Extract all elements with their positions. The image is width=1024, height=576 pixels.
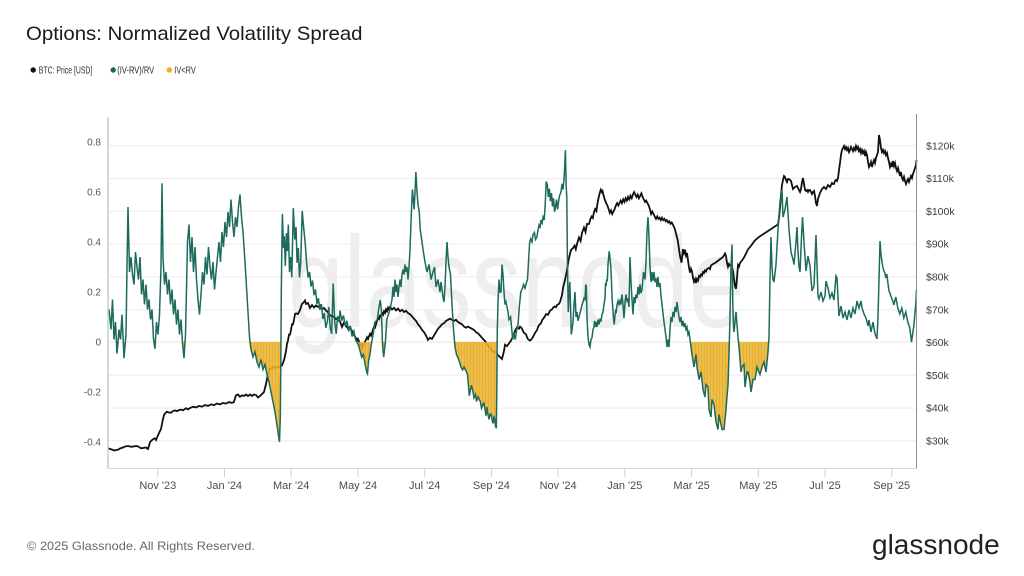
svg-text:Mar '24: Mar '24 — [273, 480, 309, 492]
svg-text:Sep '25: Sep '25 — [873, 480, 910, 492]
svg-text:IV<RV: IV<RV — [174, 66, 196, 77]
svg-text:Jan '24: Jan '24 — [207, 480, 242, 492]
svg-text:Jan '25: Jan '25 — [607, 480, 642, 492]
svg-text:$100k: $100k — [926, 206, 955, 218]
svg-text:0.2: 0.2 — [87, 288, 101, 299]
svg-text:Jul '25: Jul '25 — [809, 480, 840, 492]
svg-text:Nov '23: Nov '23 — [139, 480, 176, 492]
svg-text:$110k: $110k — [926, 173, 955, 185]
svg-text:Options: Normalized Volatility: Options: Normalized Volatility Spread — [26, 23, 363, 45]
svg-text:$40k: $40k — [926, 403, 950, 415]
svg-text:$90k: $90k — [926, 239, 950, 251]
svg-text:0: 0 — [95, 338, 101, 349]
svg-text:May '24: May '24 — [339, 480, 377, 492]
svg-text:glassnode: glassnode — [872, 529, 1000, 560]
svg-text:Sep '24: Sep '24 — [473, 480, 510, 492]
svg-text:$30k: $30k — [926, 436, 950, 448]
svg-text:$70k: $70k — [926, 304, 950, 316]
svg-text:$120k: $120k — [926, 140, 955, 152]
svg-text:BTC: Price [USD]: BTC: Price [USD] — [39, 66, 93, 77]
svg-text:May '25: May '25 — [739, 480, 777, 492]
svg-text:-0.4: -0.4 — [84, 438, 102, 449]
svg-text:0.8: 0.8 — [87, 138, 101, 149]
svg-text:$60k: $60k — [926, 337, 950, 349]
svg-text:© 2025 Glassnode. All Rights R: © 2025 Glassnode. All Rights Reserved. — [27, 539, 255, 553]
svg-text:$80k: $80k — [926, 272, 950, 284]
svg-text:Nov '24: Nov '24 — [540, 480, 577, 492]
svg-text:-0.2: -0.2 — [84, 388, 102, 399]
svg-text:Jul '24: Jul '24 — [409, 480, 440, 492]
svg-text:$50k: $50k — [926, 370, 950, 382]
svg-text:0.4: 0.4 — [87, 238, 101, 249]
svg-text:Mar '25: Mar '25 — [673, 480, 709, 492]
svg-text:0.6: 0.6 — [87, 188, 101, 199]
svg-text:(IV-RV)/RV: (IV-RV)/RV — [117, 66, 154, 77]
